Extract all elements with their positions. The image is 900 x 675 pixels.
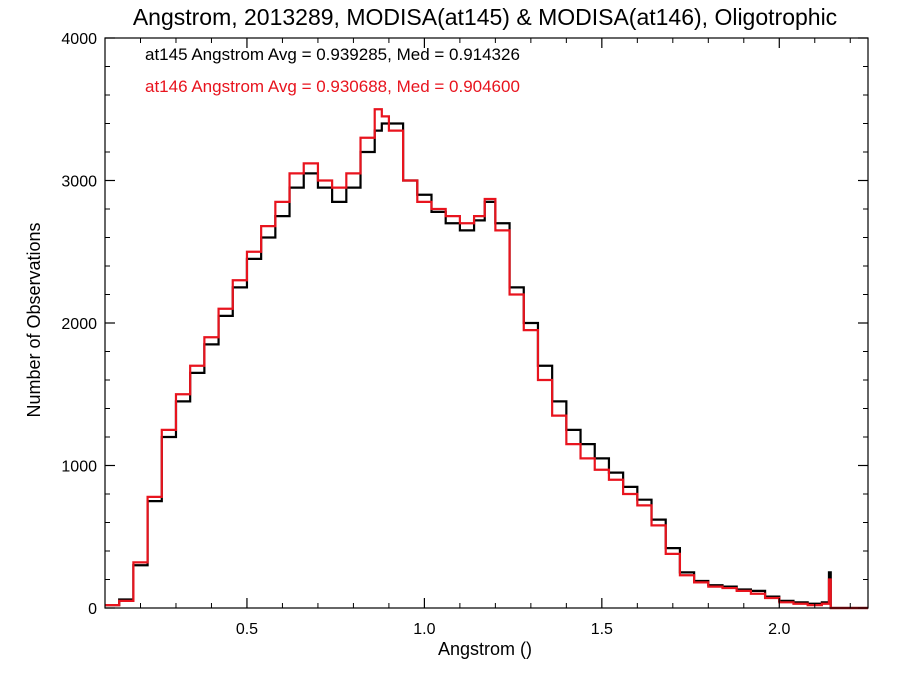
y-tick-label: 2000: [61, 316, 97, 333]
annotation-at145-stats: at145 Angstrom Avg = 0.939285, Med = 0.9…: [145, 45, 520, 64]
annotation-at146-stats: at146 Angstrom Avg = 0.930688, Med = 0.9…: [145, 77, 520, 96]
y-tick-label: 4000: [61, 31, 97, 48]
series-line-1: [105, 108, 868, 610]
x-axis-label: Angstrom (): [438, 639, 532, 659]
plot-area: [105, 108, 868, 610]
series-line-0: [105, 122, 868, 610]
x-tick-label: 1.0: [413, 621, 435, 638]
x-tick-label: 0.5: [236, 621, 258, 638]
y-axis-label: Number of Observations: [24, 222, 44, 417]
x-tick-label: 1.5: [591, 621, 613, 638]
y-tick-label: 0: [88, 601, 97, 618]
axes: 0.5 1.0 1.5 2.0 0 1000 2000 3000 4000: [61, 31, 869, 638]
chart-title: Angstrom, 2013289, MODISA(at145) & MODIS…: [133, 4, 837, 30]
x-tick-label: 2.0: [768, 621, 790, 638]
y-tick-label: 3000: [61, 174, 97, 191]
y-tick-label: 1000: [61, 459, 97, 476]
